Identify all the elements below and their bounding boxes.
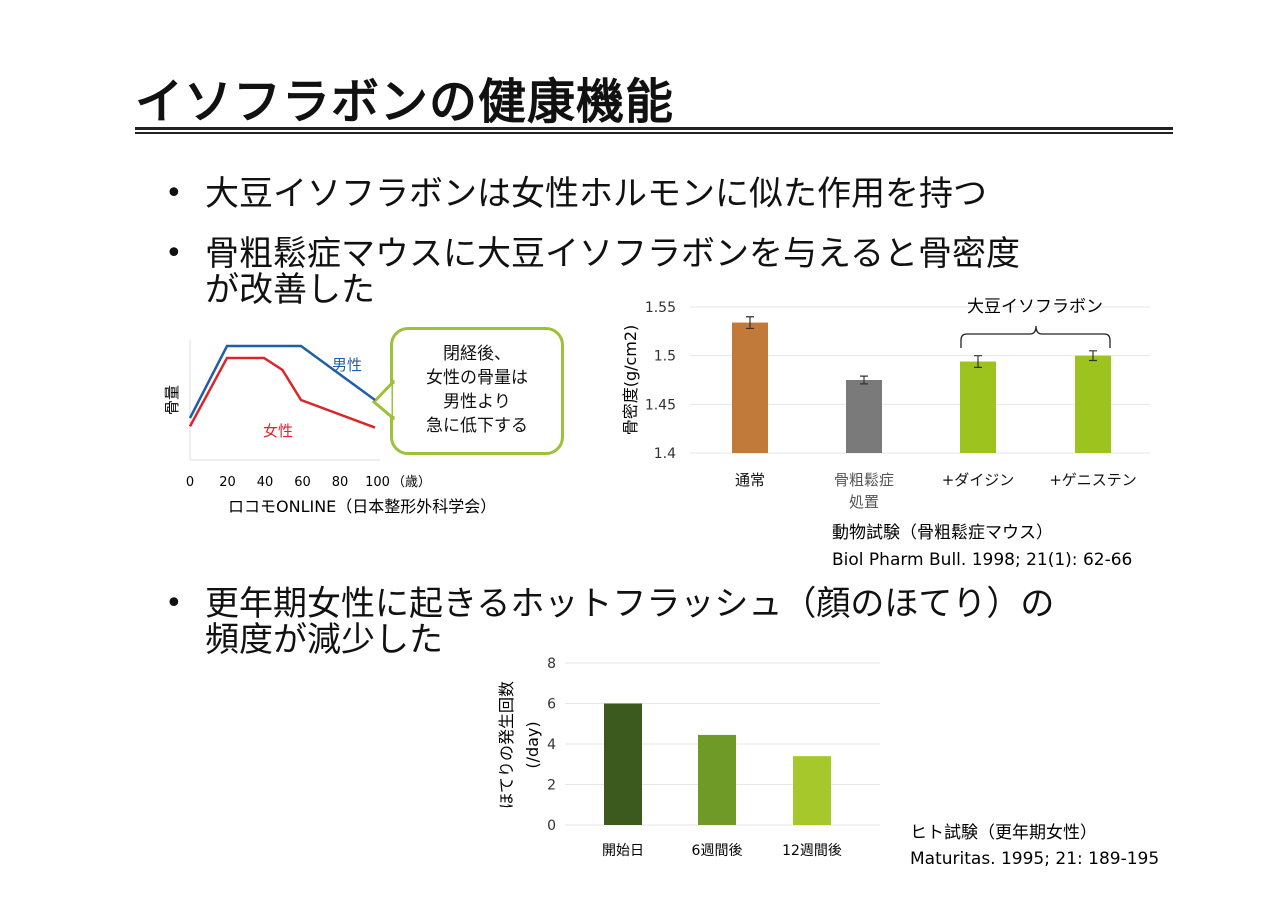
bubble-line: 女性の骨量は [426, 368, 528, 388]
x-tick-label: 通常 [735, 471, 765, 489]
y-tick-label: 0 [547, 818, 556, 834]
bubble-line: 急に低下する [426, 416, 528, 436]
caption: ヒト試験（更年期女性） [910, 823, 1097, 843]
y-axis-label: ほてりの発生回数 [497, 681, 516, 809]
error-bar [860, 375, 868, 385]
speech-bubble: 閉経後、 女性の骨量は 男性より 急に低下する [390, 327, 564, 455]
error-bar [1089, 350, 1097, 362]
title-rule-bottom [135, 132, 1173, 134]
x-tick-label: 20 [219, 475, 236, 490]
bullet-icon: • [165, 176, 183, 211]
bar [698, 734, 736, 825]
bubble-line: 男性より [443, 392, 511, 412]
bar [960, 361, 996, 453]
y-tick-label: 8 [547, 656, 556, 672]
bullet-3-line-2: 頻度が減少した [205, 620, 443, 660]
y-tick-label: 6 [547, 697, 556, 713]
slide-title: イソフラボンの健康機能 [135, 74, 675, 130]
x-tick-label: +ダイジン [942, 471, 1015, 489]
bullet-2-line-1: 骨粗鬆症マウスに大豆イソフラボンを与えると骨密度 [205, 234, 1020, 274]
x-tick-label: 60 [294, 475, 311, 490]
y-axis-unit: (/day) [523, 721, 542, 768]
bar [1075, 355, 1111, 453]
series-line-male [188, 344, 376, 419]
bracket [960, 325, 1111, 348]
bullet-3-line-1: 更年期女性に起きるホットフラッシュ（顔のほてり）の [205, 584, 1055, 624]
x-tick-label: +ゲニステン [1049, 471, 1137, 489]
y-tick-label: 4 [547, 737, 556, 753]
y-axis-label: 骨密度(g/cm2) [621, 325, 640, 436]
bar [604, 703, 642, 825]
x-tick-label: 80 [332, 475, 349, 490]
bullet-icon: • [165, 586, 183, 621]
legend-male: 男性 [332, 356, 362, 374]
bubble-pointer [372, 380, 396, 420]
x-tick-label: 開始日 [602, 843, 644, 859]
x-tick-label: 12週間後 [782, 843, 842, 859]
bar [846, 380, 882, 453]
bar [793, 756, 831, 825]
title-rule-top [135, 127, 1173, 130]
y-tick-label: 1.5 [654, 349, 676, 365]
x-axis-unit: （歳） [392, 475, 431, 490]
x-tick-label: 0 [186, 475, 194, 490]
source-text: ロコモONLINE（日本整形外科学会） [228, 497, 496, 516]
x-tick-label: 骨粗鬆症 [834, 471, 894, 489]
error-bar [746, 316, 754, 330]
x-tick-label: 6週間後 [692, 843, 743, 859]
x-tick-label: 処置 [849, 493, 879, 511]
y-tick-label: 1.45 [645, 397, 676, 413]
bar [732, 322, 768, 453]
bullet-1-line-1: 大豆イソフラボンは女性ホルモンに似た作用を持つ [205, 174, 987, 214]
error-bar [974, 355, 982, 368]
x-tick-label: 100 [365, 475, 390, 490]
bracket-label: 大豆イソフラボン [967, 297, 1103, 317]
bubble-line: 閉経後、 [443, 344, 511, 364]
legend-female: 女性 [263, 422, 293, 440]
y-tick-label: 1.4 [654, 446, 676, 462]
reference: Maturitas. 1995; 21: 189-195 [910, 849, 1159, 869]
caption: 動物試験（骨粗鬆症マウス） [832, 522, 1053, 543]
bullet-2-line-2: が改善した [205, 270, 375, 310]
x-tick-label: 40 [257, 475, 274, 490]
y-tick-label: 2 [547, 778, 556, 794]
reference: Biol Pharm Bull. 1998; 21(1): 62-66 [832, 550, 1132, 570]
bullet-icon: • [165, 236, 183, 271]
y-axis-label: 骨量 [163, 385, 181, 415]
series-line-female [188, 356, 376, 429]
y-tick-label: 1.55 [645, 300, 676, 316]
